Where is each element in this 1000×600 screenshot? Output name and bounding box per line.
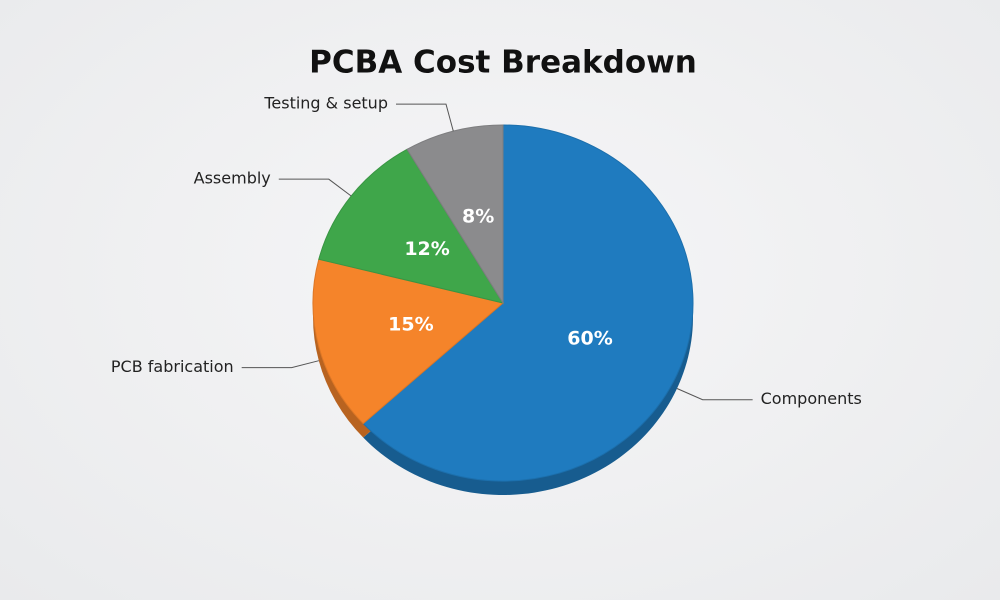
data-label: 60% [567, 327, 612, 349]
category-label: PCB fabrication [111, 357, 234, 376]
category-label: Testing & setup [263, 94, 388, 113]
category-label: Assembly [194, 169, 271, 188]
chart-title: PCBA Cost Breakdown [309, 45, 697, 81]
wedge [406, 124, 504, 305]
category-label: Components [761, 389, 862, 408]
wedge [362, 124, 694, 482]
leader-line [278, 178, 352, 197]
leader-line [395, 103, 454, 132]
data-label: 12% [404, 238, 449, 260]
wedge [318, 148, 505, 304]
data-label: 8% [462, 206, 494, 228]
wedge [312, 258, 505, 425]
leader-line [241, 360, 319, 369]
data-label: 15% [388, 313, 433, 335]
leader-line [676, 388, 753, 401]
